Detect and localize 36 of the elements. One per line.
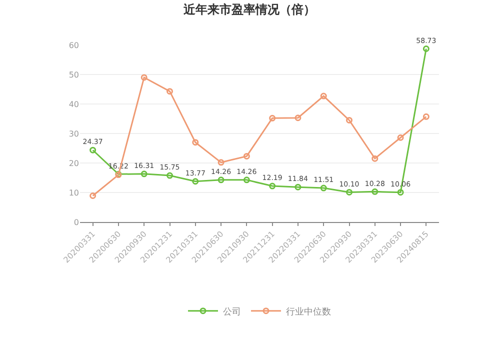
point (218, 159, 224, 166)
point (372, 155, 378, 162)
y-tick-label: 50 (68, 70, 79, 80)
point (346, 188, 352, 196)
legend-label: 行业中位数 (286, 306, 331, 318)
point (422, 46, 430, 52)
point (90, 192, 96, 199)
legend-label: 公司 (223, 306, 241, 318)
point (218, 176, 224, 184)
point (269, 182, 276, 190)
point (243, 152, 250, 160)
point (140, 170, 148, 178)
y-tick-label: 20 (68, 158, 79, 168)
y-tick-label: 40 (68, 100, 79, 109)
y-tick-label: 60 (68, 40, 79, 50)
point (397, 189, 404, 196)
point (192, 178, 199, 185)
point (166, 88, 173, 95)
point (140, 74, 148, 81)
point (397, 134, 404, 141)
chart-title: 近年来市盈率情况（倍） (182, 2, 316, 16)
point (166, 172, 173, 179)
point (90, 146, 96, 154)
point (372, 188, 378, 195)
point (346, 116, 352, 124)
point (320, 92, 327, 100)
point (294, 114, 302, 122)
point (320, 184, 327, 192)
y-tick-label: 0 (74, 218, 79, 227)
point (294, 184, 302, 190)
y-tick-label: 30 (68, 129, 79, 138)
point (269, 114, 276, 122)
point (422, 113, 430, 120)
point (243, 176, 250, 184)
y-tick-label: 10 (68, 188, 79, 198)
point (192, 139, 199, 146)
